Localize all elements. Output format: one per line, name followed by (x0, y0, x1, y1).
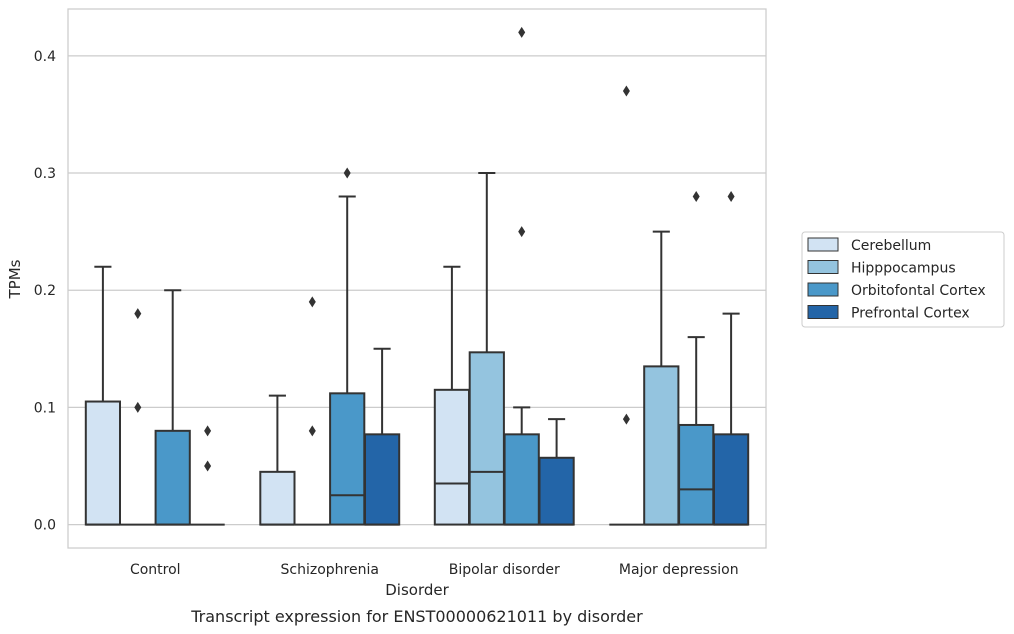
box (259, 470, 296, 526)
outlier-point (622, 85, 630, 97)
box (363, 433, 401, 526)
y-tick-label: 0.0 (34, 518, 56, 534)
outlier-point (518, 26, 526, 38)
box-orbitofontal-cortex (329, 167, 366, 526)
outlier-point (204, 425, 212, 437)
box-cerebellum (84, 265, 122, 526)
box-prefrontal-cortex (190, 425, 225, 526)
outlier-point (134, 308, 142, 320)
box (538, 456, 575, 526)
y-tick-label: 0.3 (34, 166, 56, 182)
box (329, 392, 366, 526)
box-prefrontal-cortex (538, 418, 575, 526)
x-tick-label: Schizophrenia (281, 562, 379, 578)
box-hipppocampus (468, 172, 505, 526)
box-prefrontal-cortex (712, 190, 750, 526)
legend-frame (801, 231, 1005, 328)
box-prefrontal-cortex (363, 347, 401, 526)
box-cerebellum (433, 265, 471, 526)
outlier-point (622, 413, 630, 425)
chart-caption: Transcript expression for ENST0000062101… (190, 607, 643, 626)
box (433, 388, 471, 526)
box (468, 351, 505, 526)
box-orbitofontal-cortex (503, 26, 540, 526)
legend-label: Cerebellum (851, 238, 931, 254)
legend-label: Orbitofontal Cortex (851, 283, 986, 299)
legend-swatch (807, 282, 839, 297)
box-cerebellum (609, 85, 644, 526)
plot-frame (67, 8, 767, 549)
box-hipppocampus (643, 230, 680, 526)
legend-swatch (807, 260, 839, 274)
box-hipppocampus (120, 308, 155, 526)
legend-label: Prefrontal Cortex (851, 306, 970, 322)
y-axis-label: TPMs (6, 259, 24, 299)
legend-swatch (807, 305, 839, 319)
outlier-point (518, 226, 526, 238)
y-tick-label: 0.1 (34, 400, 56, 416)
legend-label: Hipppocampus (851, 261, 956, 277)
y-tick-label: 0.4 (34, 49, 56, 65)
box (678, 423, 715, 526)
x-tick-label: Control (130, 562, 181, 578)
box-orbitofontal-cortex (678, 190, 715, 526)
box-orbitofontal-cortex (154, 289, 191, 526)
x-ticks: Control Schizophrenia Bipolar disorder Majo… (130, 562, 739, 578)
outlier-point (204, 460, 212, 472)
box (84, 400, 122, 526)
box (154, 429, 191, 526)
legend-swatch (807, 237, 839, 252)
box (643, 365, 680, 526)
outlier-point (134, 401, 142, 413)
x-axis-label: Disorder (385, 581, 449, 599)
legend: Cerebellum Hipppocampus Orbitofontal Corte… (801, 231, 1005, 328)
box-cerebellum (259, 394, 296, 526)
x-tick-label: Major depression (619, 562, 739, 578)
boxes (84, 26, 750, 526)
x-tick-label: Bipolar disorder (449, 562, 560, 578)
box (503, 433, 540, 526)
y-tick-label: 0.2 (34, 283, 56, 299)
outlier-point (727, 190, 735, 202)
box-hipppocampus (295, 296, 330, 526)
outlier-point (343, 167, 351, 179)
outlier-point (308, 296, 316, 308)
outlier-point (692, 190, 700, 202)
outlier-point (308, 425, 316, 437)
box (712, 433, 750, 526)
y-ticks: 0.0 0.1 0.2 0.3 0.4 (34, 49, 56, 534)
